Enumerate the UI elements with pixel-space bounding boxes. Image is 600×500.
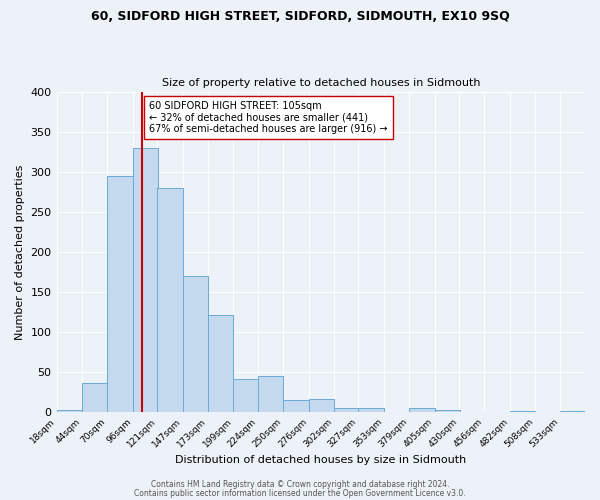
Bar bbox=[358, 408, 384, 412]
Text: Contains HM Land Registry data © Crown copyright and database right 2024.: Contains HM Land Registry data © Crown c… bbox=[151, 480, 449, 489]
Bar bbox=[133, 148, 158, 412]
Bar bbox=[334, 408, 359, 412]
Text: 60 SIDFORD HIGH STREET: 105sqm
← 32% of detached houses are smaller (441)
67% of: 60 SIDFORD HIGH STREET: 105sqm ← 32% of … bbox=[149, 101, 388, 134]
Bar bbox=[107, 176, 133, 412]
Text: Contains public sector information licensed under the Open Government Licence v3: Contains public sector information licen… bbox=[134, 490, 466, 498]
Bar bbox=[233, 379, 259, 412]
Bar bbox=[258, 376, 283, 412]
Text: 60, SIDFORD HIGH STREET, SIDFORD, SIDMOUTH, EX10 9SQ: 60, SIDFORD HIGH STREET, SIDFORD, SIDMOU… bbox=[91, 10, 509, 23]
Bar bbox=[560, 411, 585, 412]
Bar bbox=[434, 410, 460, 412]
X-axis label: Distribution of detached houses by size in Sidmouth: Distribution of detached houses by size … bbox=[175, 455, 466, 465]
Title: Size of property relative to detached houses in Sidmouth: Size of property relative to detached ho… bbox=[161, 78, 480, 88]
Bar bbox=[283, 400, 308, 412]
Bar bbox=[157, 188, 182, 412]
Bar bbox=[182, 276, 208, 412]
Bar bbox=[510, 411, 535, 412]
Bar bbox=[208, 314, 233, 412]
Bar bbox=[56, 410, 82, 412]
Y-axis label: Number of detached properties: Number of detached properties bbox=[15, 164, 25, 340]
Bar bbox=[308, 399, 334, 412]
Bar bbox=[409, 408, 434, 412]
Bar bbox=[82, 383, 107, 412]
